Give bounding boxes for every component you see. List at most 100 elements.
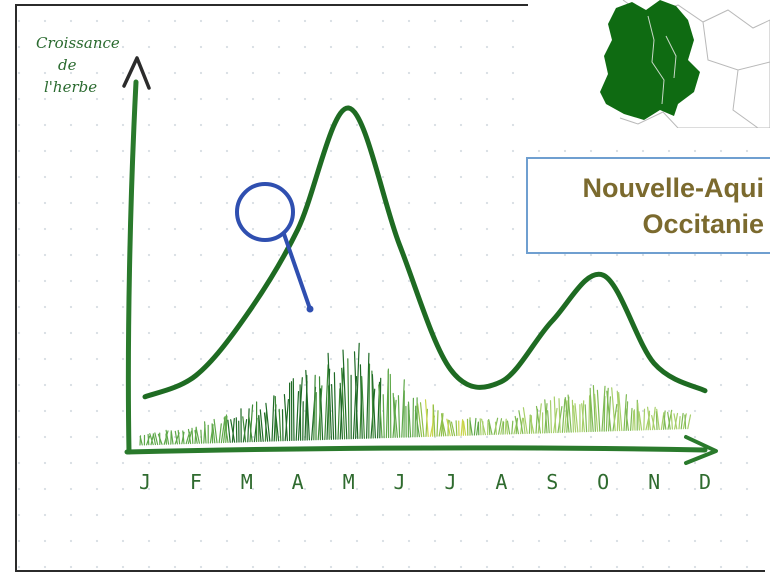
grass-blade [572,405,577,433]
grass-blade [337,388,341,440]
grass-blade [638,411,643,431]
grass-blade [449,420,453,437]
grass-blade [558,398,561,433]
region-line: Nouvelle-Aqui [582,173,764,203]
grass-blade [242,416,247,443]
month-tick-label: J [444,470,456,494]
grass-blade [283,394,288,442]
grass-blade [561,398,566,433]
grass-blade [537,403,542,434]
grass-blade [546,410,550,434]
grass-blade [684,414,687,430]
region-map-panel [528,0,770,129]
grass-blade [371,374,376,439]
grass-blade [518,410,524,435]
region-line: Occitanie [642,209,764,239]
y-label-line: Croissance [36,34,120,52]
grass-blade [601,385,606,432]
growth-curve-line [142,105,708,400]
grass-blade [174,430,178,445]
grass-blade [152,433,156,446]
grass-blade [544,399,548,434]
grass-blade [629,407,633,431]
grass-blade [139,435,143,446]
grass-blade [248,415,253,443]
grass-blade [625,407,630,431]
grass-blade [342,349,348,440]
grass-blade [284,399,289,442]
grass-blade [564,397,570,433]
grass-blade [177,429,181,445]
magnifier-lens [235,182,295,242]
growth-curve [142,105,708,400]
grass-blade [506,420,511,435]
region-name-box: Nouvelle-Aqui Occitanie [526,157,770,254]
grass-blade [414,409,420,438]
y-label-line: de [58,56,77,74]
grass-blade [299,384,302,441]
grass-blade [505,421,508,435]
grass-blade [194,430,198,444]
grass-blade [651,406,656,431]
grass-blade [637,402,641,431]
grass-blade [651,415,656,431]
grass-blade [455,420,458,437]
grass-blade [611,387,616,432]
grass-blade [529,414,535,434]
grass-blade [687,414,692,430]
grass-blade [212,424,216,444]
month-tick-label: A [292,470,304,494]
grass-blade [397,395,401,438]
grass-blade [368,363,371,439]
x-axis-arrowhead [684,435,718,465]
grass-blade [632,410,635,431]
grass-blade [436,410,439,437]
grass-blade [318,376,321,441]
grass-blade [618,393,623,432]
grass-blade [165,429,170,445]
grass-blade [231,418,235,443]
grass-blade [494,421,497,435]
y-axis-arrowhead [122,56,151,90]
grass-blade [187,428,192,445]
grass-blade [371,370,374,439]
grass-blade [424,399,429,437]
grass-blade [223,417,229,443]
grass-blade [341,367,346,440]
grass-blade [441,413,445,437]
grass-blade [655,411,658,431]
grass-blade [347,358,350,440]
grass-blade [678,416,681,430]
grass-blade [623,394,628,432]
y-label-line: l'herbe [44,78,98,96]
grass-blade [588,395,591,433]
grass-blade [673,413,678,430]
grass-blade [366,352,370,439]
grass-blade [333,372,337,440]
grass-blade [605,387,609,432]
y-axis-label: Croissance de l'herbe [36,32,120,98]
grass-blade [571,399,575,433]
nouvelle-aquitaine-occitanie-shape [600,0,700,120]
grass-blade [265,402,271,442]
month-tick-label: J [139,470,151,494]
month-tick-label: D [699,470,711,494]
magnifier-handle [282,232,311,308]
grass-blade [242,419,248,443]
grass-blade [327,352,332,440]
month-tick-label: A [495,470,507,494]
grass-blade [488,422,491,436]
grass-blade [663,415,667,430]
grass-blade [378,384,383,439]
grass-blade [278,408,282,442]
grass-blade [412,397,414,438]
grass-blade [592,385,597,432]
grass-blade [463,421,467,436]
grass-blade [670,411,674,430]
grass-blade [646,406,652,431]
y-axis-line [125,79,139,455]
x-axis-line [124,445,708,455]
month-tick-label: F [190,470,202,494]
